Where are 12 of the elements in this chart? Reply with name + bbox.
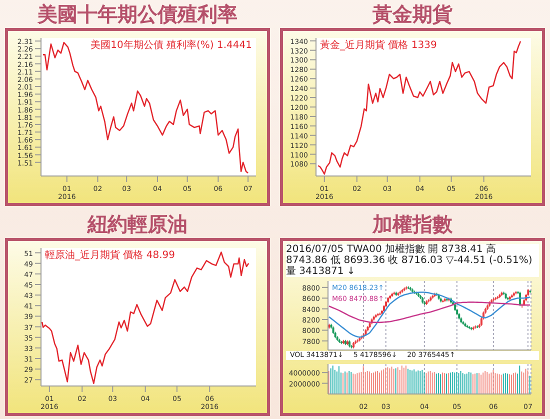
chart-title: 美國十年期公債殖利率 bbox=[36, 1, 238, 28]
series-label: 黃金_近月期貨 價格 1339 bbox=[320, 40, 437, 51]
chart-subtitle: 2016/07/05 TWA00 加權指數 開 8738.41 高 8743.86 低 8693.36 收 8716.03 ▽-44.51 (-0.51%) 量 3413871 ↓ bbox=[286, 244, 539, 277]
chart-title: 紐約輕原油 bbox=[86, 211, 188, 238]
text: 美國10年期公債 殖利率(%) 1.4441 bbox=[90, 40, 252, 51]
line-series bbox=[42, 42, 249, 174]
line-series bbox=[328, 292, 531, 338]
line-series bbox=[317, 40, 522, 175]
line-series bbox=[41, 252, 250, 384]
series-label: 輕原油_近月期貨 價格 48.99 bbox=[45, 250, 175, 261]
chart-title: 加權指數 bbox=[371, 211, 454, 238]
chart-title: 黃金期貨 bbox=[372, 1, 454, 28]
